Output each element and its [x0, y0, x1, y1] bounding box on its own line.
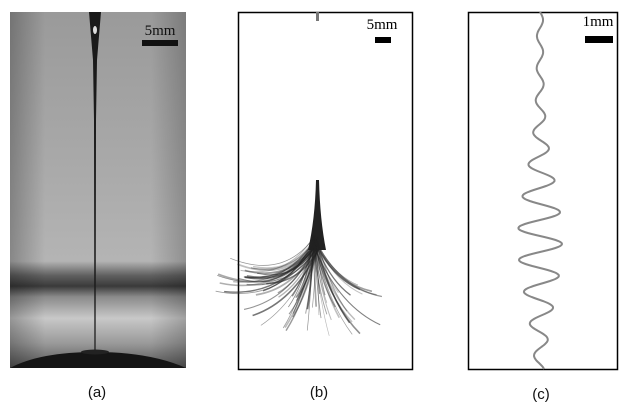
strand — [246, 245, 315, 279]
strand — [237, 241, 318, 272]
caption: (a) — [88, 384, 106, 401]
strand — [313, 243, 356, 321]
strand — [292, 244, 320, 318]
strand — [312, 244, 317, 308]
nozzle — [316, 12, 319, 21]
strand — [243, 240, 315, 279]
strand — [262, 237, 316, 292]
scale-bar — [585, 36, 613, 43]
photo-shading — [10, 12, 186, 368]
strand — [314, 247, 330, 336]
jet-base — [81, 349, 109, 355]
caption: (b) — [310, 384, 328, 401]
scale-label: 1mm — [583, 14, 614, 30]
strand — [312, 238, 332, 321]
strand — [314, 239, 339, 294]
jet — [89, 12, 101, 352]
photo-frame — [467, 11, 619, 371]
scale-bar — [142, 40, 178, 46]
scale-label: 5mm — [367, 17, 398, 33]
strand — [315, 247, 353, 335]
strand — [240, 236, 314, 273]
strand — [306, 239, 314, 331]
scale-bar — [375, 37, 391, 43]
strand — [314, 238, 363, 295]
strand — [278, 242, 319, 298]
panel-b: 5mm (b) — [215, 11, 414, 401]
strand — [282, 242, 315, 329]
strand — [217, 245, 316, 283]
strand — [312, 237, 318, 307]
strand — [291, 241, 314, 297]
scale-label: 5mm — [145, 23, 176, 39]
caption: (c) — [532, 386, 550, 403]
jet-trace — [517, 11, 564, 370]
panel-c: 1mm (c) — [467, 11, 619, 403]
strand — [243, 248, 316, 310]
photo-frame — [237, 11, 414, 371]
strand — [312, 242, 336, 308]
strand — [244, 242, 317, 275]
strand — [313, 245, 353, 323]
strand — [314, 249, 322, 319]
strand — [252, 239, 315, 269]
pool — [10, 352, 186, 368]
strand — [314, 241, 351, 296]
strand — [239, 249, 317, 283]
strand — [230, 234, 317, 266]
jet-highlight — [93, 26, 97, 34]
strand — [296, 238, 319, 301]
strand — [314, 248, 381, 326]
panel-a: 5mm (a) — [10, 12, 186, 401]
strand — [315, 238, 359, 286]
needle — [308, 180, 326, 250]
strand — [314, 239, 383, 298]
